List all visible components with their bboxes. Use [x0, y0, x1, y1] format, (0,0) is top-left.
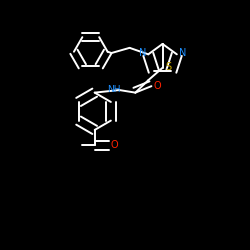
Text: N: N	[179, 48, 186, 58]
Text: N: N	[139, 48, 146, 58]
Text: S: S	[165, 62, 171, 72]
Text: O: O	[153, 81, 161, 91]
Text: NH: NH	[107, 85, 120, 94]
Text: O: O	[111, 140, 118, 150]
